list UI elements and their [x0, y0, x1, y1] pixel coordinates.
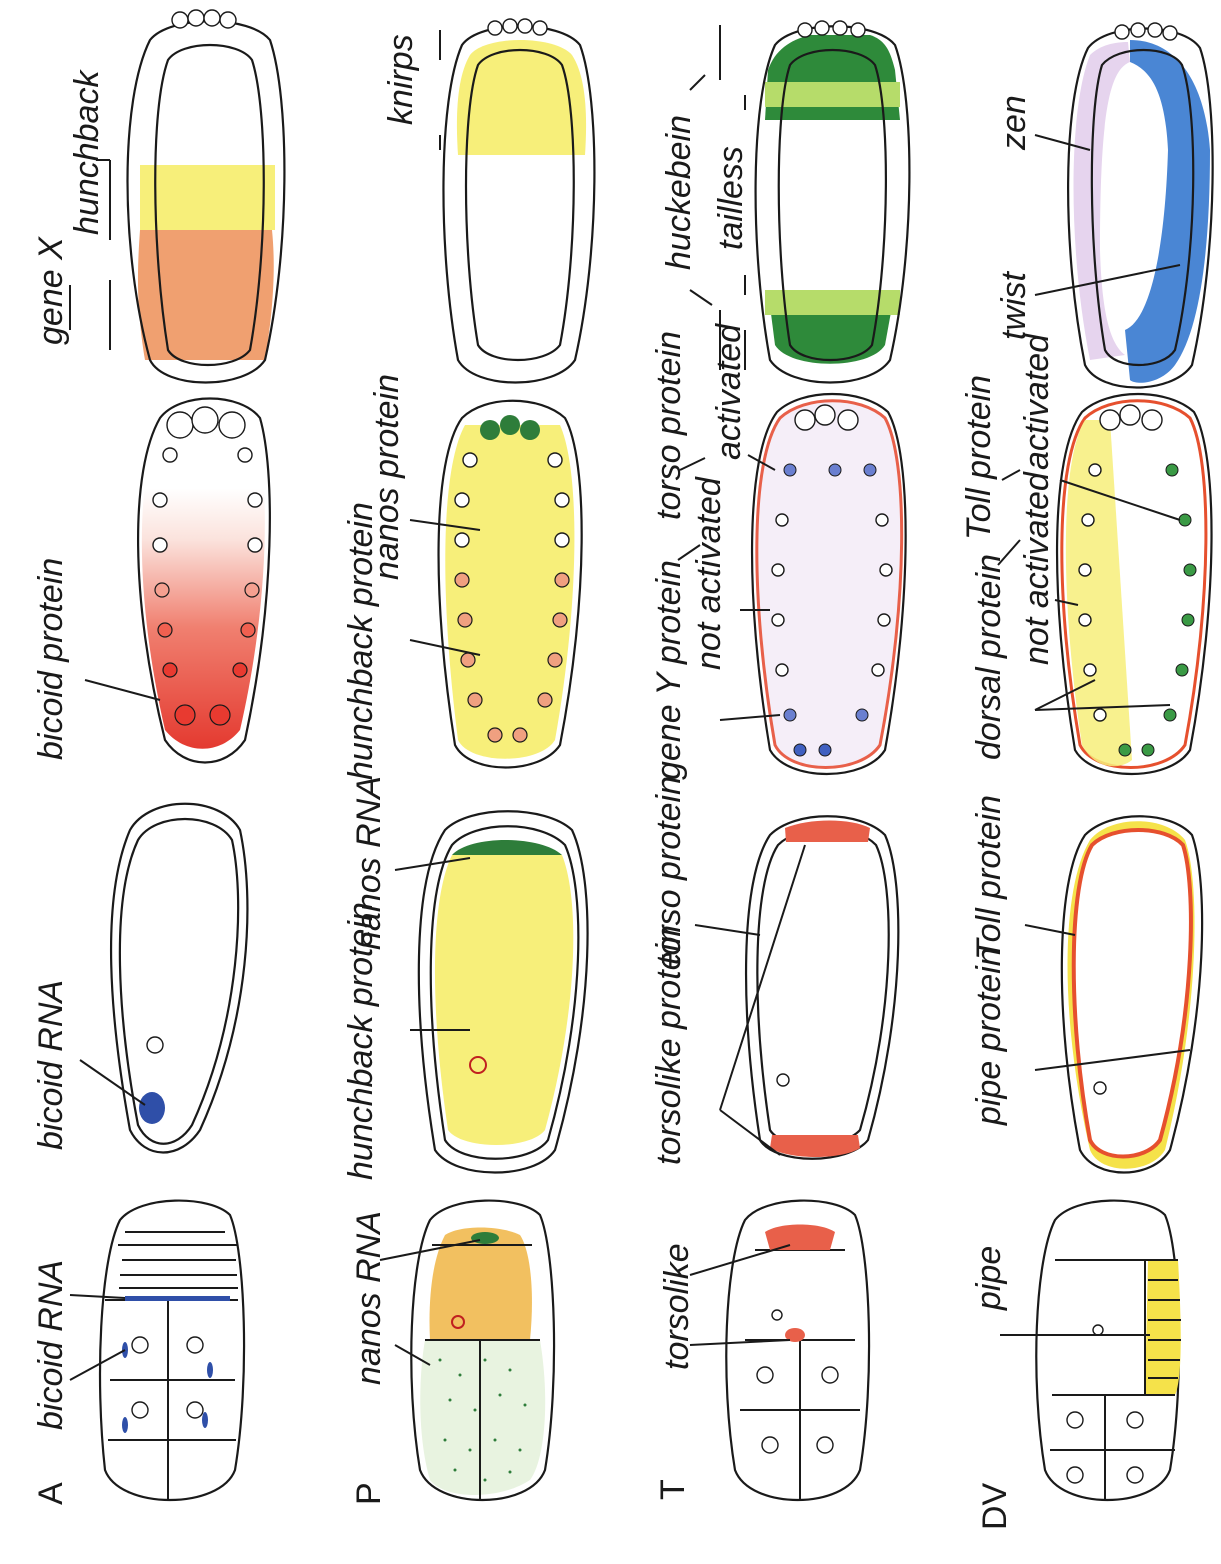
twist-label: twist [995, 270, 1033, 340]
row-p: P nanos RNA hunchback prote [342, 18, 596, 1505]
dv-activated-label: activated [1018, 333, 1056, 470]
a-egg-diagram: bicoid RNA [32, 802, 249, 1154]
p-embryo-hunchback-protein-label: hunchback protein [342, 502, 380, 780]
dv-oocyte-diagram: pipe [970, 1199, 1181, 1502]
p-oocyte-nanos-speckle [438, 1358, 527, 1482]
hunchback-label: hunchback [68, 69, 106, 235]
a-follicle-cells [118, 1231, 238, 1289]
a-egg-bicoid-rna-label: bicoid RNA [32, 980, 70, 1150]
gene-y-protein-label: gene Y protein [650, 560, 688, 780]
t-activated-label: activated [710, 323, 748, 460]
row-letter-dv: DV [976, 1482, 1014, 1530]
dv-oocyte-pipe-label: pipe [970, 1246, 1008, 1311]
t-egg-torso-protein-label: torso protein [650, 776, 688, 965]
huckebein-band [765, 82, 900, 107]
row-letter-a: A [32, 1482, 70, 1505]
zen-domain [1073, 42, 1130, 360]
t-torso-protein-label: torso protein [650, 331, 688, 520]
a-oocyte-bicoid-rna-label: bicoid RNA [32, 1260, 70, 1430]
t-embryo-diagram: gene Y protein not activated activated t… [650, 323, 907, 780]
t-oocyte-torsolike-posterior [785, 1328, 805, 1342]
dv-toll-protein-label: Toll protein [960, 375, 998, 540]
dv-not-activated-label: not activated [1018, 471, 1056, 665]
p-egg-hunchback-protein-label: hunchback protein [342, 902, 380, 1180]
t-oocyte-torsolike-anterior [765, 1224, 835, 1250]
row-dv: DV pipe pipe protein Toll protein [960, 22, 1214, 1530]
tailless-label: tailless [712, 146, 750, 250]
t-terminal-diagram: huckebein tailless [660, 20, 911, 384]
knirps-label: knirps [382, 34, 420, 125]
p-embryo-diagram: hunchback protein nanos protein [342, 374, 583, 780]
row-letter-t: T [654, 1479, 692, 1500]
zen-label: zen [995, 95, 1033, 151]
p-embryo-nanos-protein-label: nanos protein [368, 374, 406, 580]
p-embryo-nuclei [454, 452, 570, 743]
dv-toll-protein-layer [1071, 828, 1193, 1159]
a-hunchback-band [140, 165, 275, 230]
dv-egg-diagram: pipe protein Toll protein [970, 795, 1204, 1174]
p-egg-nanos-rna-label: nanos RNA [350, 776, 388, 950]
a-embryo-nuclei [152, 406, 263, 726]
dv-pipe-follicle-cells [1145, 1260, 1181, 1395]
row-t: T torsolike torsolike protein torso prot… [650, 20, 911, 1502]
a-embryo-genex-diagram: gene X hunchback [32, 9, 286, 384]
a-bicoid-rna-band [125, 1296, 230, 1301]
p-oocyte-diagram: nanos RNA [350, 1199, 556, 1502]
p-oocyte-nanos-rna-spot [471, 1232, 499, 1244]
t-egg-torsolike-anterior [785, 820, 870, 842]
dorsal-protein-label: dorsal protein [970, 554, 1008, 760]
a-egg-bicoid-rna-spot [139, 1092, 165, 1124]
gene-x-label: gene X [32, 236, 70, 345]
dv-egg-toll-protein-label: Toll protein [970, 795, 1008, 960]
t-egg-diagram: torsolike protein torso protein [650, 776, 900, 1165]
a-embryo-bicoid-diagram: bicoid protein [32, 397, 271, 764]
dv-embryo-diagram: dorsal protein not activated activated T… [960, 333, 1213, 775]
row-letter-p: P [350, 1482, 388, 1505]
t-not-activated-label: not activated [690, 476, 728, 670]
p-knirps-diagram: knirps [382, 18, 596, 384]
a-bicoid-protein-label: bicoid protein [32, 558, 70, 760]
p-egg-diagram: hunchback protein nanos RNA [342, 776, 589, 1180]
t-oocyte-torsolike-label: torsolike [658, 1243, 696, 1370]
row-a: A bicoid RNA [32, 9, 286, 1505]
t-oocyte-diagram: torsolike [658, 1199, 871, 1502]
huckebein-label: huckebein [660, 115, 698, 270]
t-egg-torsolike-posterior [770, 1135, 860, 1157]
t-embryo-nuclei [771, 463, 893, 757]
a-oocyte-diagram: bicoid RNA [32, 1199, 246, 1502]
pipe-protein-label: pipe protein [970, 947, 1008, 1126]
dv-embryo-nuclei [1078, 463, 1197, 757]
t-egg-torsolike-protein-label: torsolike protein [650, 925, 688, 1165]
p-oocyte-nanos-rna-label: nanos RNA [350, 1211, 388, 1385]
twist-domain [1125, 40, 1210, 383]
dv-twist-zen-diagram: twist zen [995, 22, 1214, 389]
